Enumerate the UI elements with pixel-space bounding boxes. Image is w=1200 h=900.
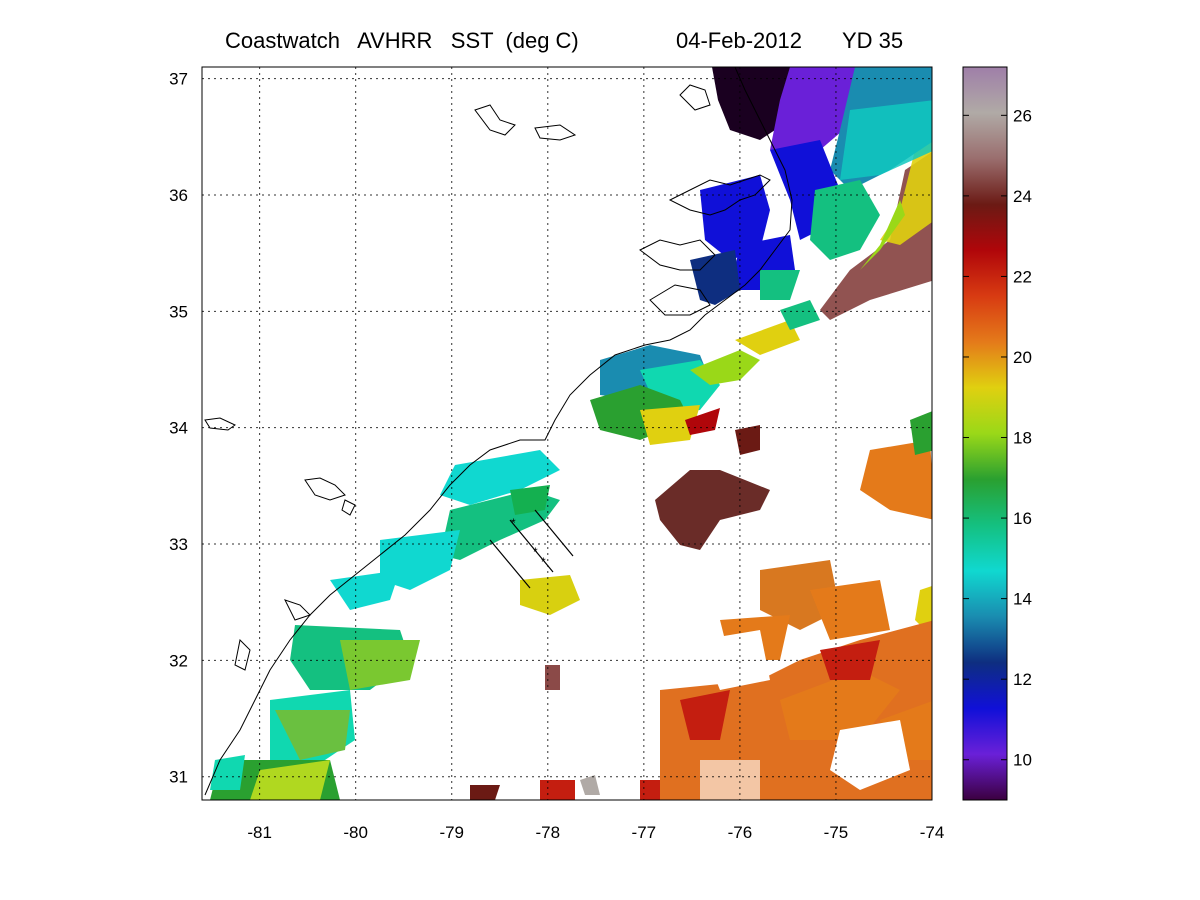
x-tick-label: -80 bbox=[343, 823, 368, 842]
svg-text:*: * bbox=[541, 555, 546, 569]
x-tick-labels: -81 -80 -79 -78 -77 -76 -75 -74 bbox=[247, 823, 944, 842]
colorbar-tick-label: 22 bbox=[1013, 267, 1032, 286]
colorbar bbox=[962, 66, 1008, 801]
svg-text:*: * bbox=[533, 545, 538, 559]
colorbar-tick-label: 14 bbox=[1013, 590, 1032, 609]
title-date: 04-Feb-2012 bbox=[676, 28, 802, 53]
x-tick-label: -79 bbox=[439, 823, 464, 842]
y-tick-label: 33 bbox=[169, 535, 188, 554]
x-tick-label: -77 bbox=[632, 823, 657, 842]
coastline bbox=[204, 67, 793, 796]
colorbar-tick-label: 24 bbox=[1013, 187, 1032, 206]
y-tick-label: 37 bbox=[169, 70, 188, 89]
colorbar-tick-label: 12 bbox=[1013, 670, 1032, 689]
x-tick-label: -74 bbox=[920, 823, 945, 842]
y-tick-label: 31 bbox=[169, 768, 188, 787]
colorbar-tick-label: 10 bbox=[1013, 751, 1032, 770]
transect-lines: * * * bbox=[489, 509, 574, 589]
colorbar-tick-label: 26 bbox=[1013, 106, 1032, 125]
y-tick-labels: 37 36 35 34 33 32 31 bbox=[169, 70, 188, 787]
y-tick-label: 34 bbox=[169, 419, 188, 438]
x-tick-label: -75 bbox=[824, 823, 849, 842]
x-tick-label: -76 bbox=[728, 823, 753, 842]
y-tick-label: 36 bbox=[169, 186, 188, 205]
sst-data-layer bbox=[210, 67, 932, 800]
colorbar-tick-label: 20 bbox=[1013, 348, 1032, 367]
y-tick-label: 32 bbox=[169, 651, 188, 670]
x-tick-label: -81 bbox=[247, 823, 272, 842]
x-tick-label: -78 bbox=[536, 823, 561, 842]
colorbar-tick-label: 16 bbox=[1013, 509, 1032, 528]
title-yearday: YD 35 bbox=[842, 28, 904, 53]
colorbar-tick-labels: 26 24 22 20 18 16 14 12 10 bbox=[963, 106, 1032, 770]
svg-text:*: * bbox=[511, 516, 516, 530]
colorbar-tick-label: 18 bbox=[1013, 429, 1032, 448]
title-product: Coastwatch AVHRR SST (deg C) bbox=[225, 28, 579, 53]
y-tick-label: 35 bbox=[169, 302, 188, 321]
map-frame bbox=[201, 66, 933, 801]
